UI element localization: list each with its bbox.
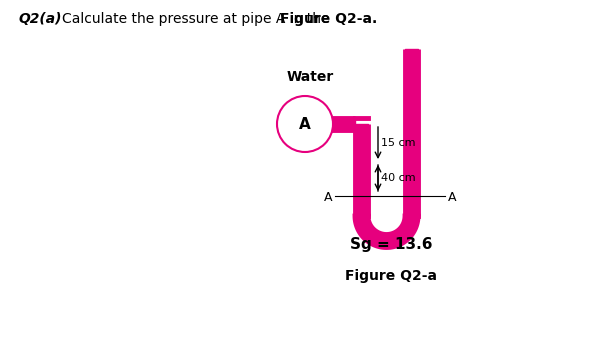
Text: Q2(a): Q2(a) xyxy=(18,12,62,26)
Text: Figure Q2-a: Figure Q2-a xyxy=(346,269,437,283)
Text: Calculate the pressure at pipe A in the: Calculate the pressure at pipe A in the xyxy=(62,12,334,26)
Circle shape xyxy=(277,96,333,152)
Text: Figure Q2-a.: Figure Q2-a. xyxy=(280,12,377,26)
Text: Water: Water xyxy=(286,70,334,84)
Text: Sg = 13.6: Sg = 13.6 xyxy=(351,237,433,251)
Text: A: A xyxy=(299,117,311,131)
Polygon shape xyxy=(355,216,418,247)
Text: A: A xyxy=(448,191,456,204)
Text: A: A xyxy=(323,191,332,204)
Text: 15 cm: 15 cm xyxy=(381,138,416,148)
Text: 40 cm: 40 cm xyxy=(381,173,416,183)
